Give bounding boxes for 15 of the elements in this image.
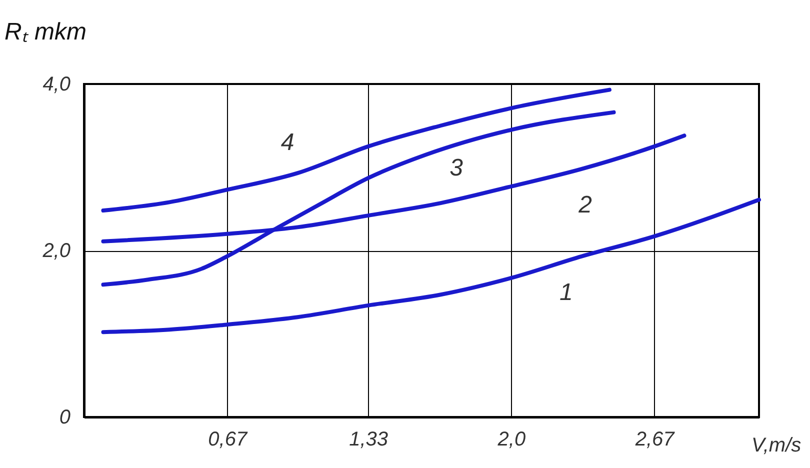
x-tick-label: 2,67 (634, 428, 676, 450)
y-tick-label: 4,0 (42, 74, 70, 96)
x-tick-label: 0,67 (208, 428, 248, 450)
line-series (101, 198, 761, 334)
y-tick-label: 2,0 (42, 240, 70, 262)
annotation: 4 (280, 129, 294, 156)
annotation: 3 (450, 154, 464, 182)
line-series (101, 88, 612, 213)
y-tick-label: 0 (59, 406, 70, 428)
x-tick-label: 1,33 (349, 428, 388, 450)
x-axis-title: V,m/s (752, 434, 802, 456)
x-tick-label: 2,0 (496, 428, 526, 450)
annotation: 2 (578, 191, 592, 218)
annotation: 1 (560, 278, 573, 306)
y-axis-title: Rₜ mkm (4, 18, 86, 46)
